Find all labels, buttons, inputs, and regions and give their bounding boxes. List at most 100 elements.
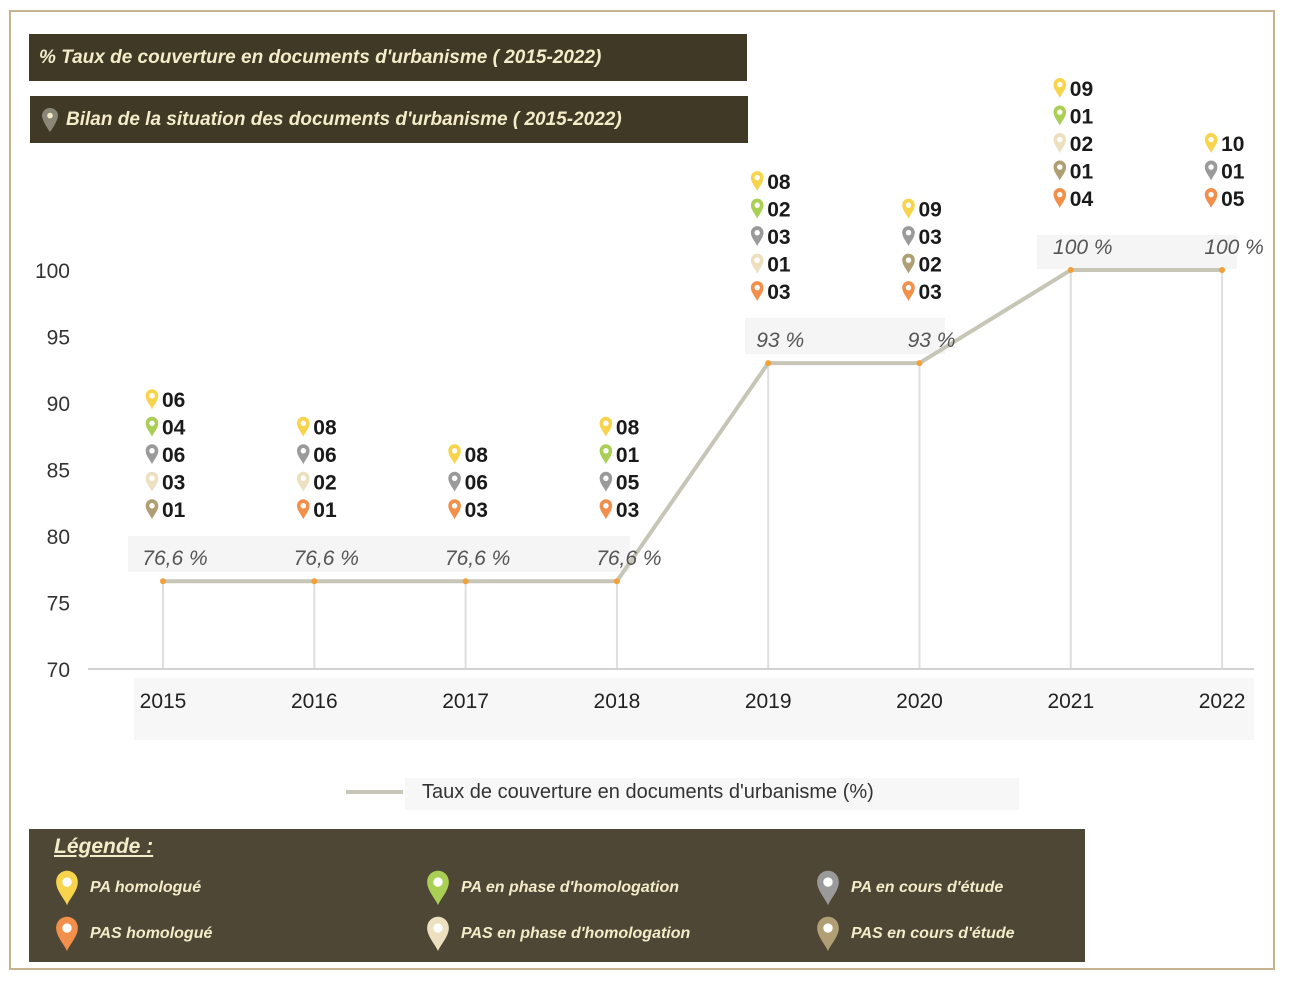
x-tick-label: 2021 xyxy=(1047,690,1094,713)
legend-title: Légende : xyxy=(54,835,154,858)
annotation-count: 02 xyxy=(1070,133,1093,156)
annotation-count: 10 xyxy=(1221,133,1244,156)
pin-icon-pa-phase xyxy=(599,444,613,465)
pin-icon-pa-etude xyxy=(145,444,159,465)
legend-item-pas-homologue: PAS homologué xyxy=(54,915,212,953)
legend-item-label: PA en cours d'étude xyxy=(851,879,1004,896)
data-label: 76,6 % xyxy=(445,547,510,570)
annotation-count: 09 xyxy=(1070,78,1093,101)
legend-item-pas-phase: PAS en phase d'homologation xyxy=(425,915,690,953)
pin-icon-pas-phase xyxy=(297,471,310,492)
pin-icon-pa-homologue xyxy=(297,416,310,437)
annotation-count: 01 xyxy=(313,499,337,522)
annotation-count: 04 xyxy=(162,417,186,440)
annotation-count: 01 xyxy=(1221,161,1245,184)
data-point xyxy=(160,578,166,585)
x-tick-label: 2018 xyxy=(594,690,641,713)
x-tick-label: 2022 xyxy=(1199,690,1246,713)
annotation-count: 02 xyxy=(767,199,790,222)
value-label-band xyxy=(1037,235,1237,269)
value-label-band xyxy=(745,318,945,354)
x-tick-label: 2017 xyxy=(442,690,489,713)
annotation-count: 02 xyxy=(313,472,336,495)
series-line xyxy=(163,268,1223,584)
pin-icon-pa-homologue xyxy=(750,171,764,192)
pin-icon-pa-phase xyxy=(145,416,159,437)
pin-icon-pa-homologue xyxy=(599,416,613,437)
pin-icon-pa-phase xyxy=(1053,105,1067,126)
data-label: 93 % xyxy=(756,329,804,352)
data-point xyxy=(1219,267,1226,273)
data-label: 76,6 % xyxy=(294,547,359,570)
x-axis-band xyxy=(134,678,1254,740)
y-tick-label: 95 xyxy=(47,327,70,350)
x-tick-label: 2019 xyxy=(745,690,792,713)
annotation-count: 09 xyxy=(919,199,942,222)
legend-pin-icon xyxy=(817,916,839,952)
data-label: 76,6 % xyxy=(142,547,207,570)
pin-icon-pa-homologue xyxy=(1204,133,1218,153)
annotation-count: 01 xyxy=(767,254,791,277)
pin-icon-pas-homologue xyxy=(1204,188,1218,208)
data-point xyxy=(462,578,469,585)
pin-icon-pa-homologue xyxy=(448,444,461,465)
pin-icon-pas-homologue xyxy=(297,499,310,520)
annotation-count: 02 xyxy=(919,254,942,277)
annotation-count: 08 xyxy=(313,417,337,440)
outer-frame xyxy=(9,10,1275,970)
annotation-count: 03 xyxy=(919,226,942,249)
situation-title: Bilan de la situation des documents d'ur… xyxy=(66,108,622,130)
pin-icon-pa-etude xyxy=(297,444,310,465)
annotation-count: 01 xyxy=(162,499,186,522)
pin-icon-pas-homologue xyxy=(750,281,764,302)
annotation-count: 06 xyxy=(162,389,185,412)
legend-item-label: PAS en phase d'homologation xyxy=(461,925,691,942)
annotation-count: 05 xyxy=(1221,188,1245,211)
y-tick-label: 90 xyxy=(47,393,70,416)
x-tick-label: 2016 xyxy=(291,690,338,713)
pin-icon-pa-etude xyxy=(902,226,915,247)
annotation-count: 03 xyxy=(616,499,639,522)
coverage-title-banner: % Taux de couverture en documents d'urba… xyxy=(29,34,747,81)
y-tick-label: 75 xyxy=(47,593,70,616)
data-point xyxy=(1067,267,1074,273)
pin-icon-pas-homologue xyxy=(599,499,613,520)
annotation-count: 08 xyxy=(616,417,640,440)
legend-item-pa-phase: PA en phase d'homologation xyxy=(425,869,679,907)
annotation-count: 03 xyxy=(465,499,488,522)
pin-icon-pa-homologue xyxy=(145,389,159,410)
data-label: 100 % xyxy=(1053,236,1113,259)
annotation-count: 03 xyxy=(767,226,790,249)
map-pin-icon xyxy=(42,107,58,132)
x-tick-label: 2015 xyxy=(140,690,187,713)
value-label-band xyxy=(128,536,630,572)
legend-panel: Légende : PA homologué PA en phase d'homo… xyxy=(29,829,1085,962)
annotation-count: 06 xyxy=(313,444,336,467)
y-tick-label: 70 xyxy=(47,659,70,682)
pin-icon-pas-homologue xyxy=(902,281,915,302)
pin-icon-pas-etude xyxy=(902,253,915,274)
pin-icon-pa-etude xyxy=(750,226,764,247)
pin-icon-pa-homologue xyxy=(1053,78,1067,98)
pin-icon-pas-homologue xyxy=(448,499,461,520)
pin-icon-pas-etude xyxy=(145,499,159,520)
legend-pin-icon xyxy=(427,870,449,906)
annotation-count: 01 xyxy=(616,444,640,467)
coverage-title: % Taux de couverture en documents d'urba… xyxy=(39,46,602,68)
annotation-count: 05 xyxy=(616,472,640,495)
annotation-count: 03 xyxy=(162,472,185,495)
pin-icon-pas-etude xyxy=(1053,160,1067,181)
data-point xyxy=(765,360,772,367)
annotation-count: 03 xyxy=(767,281,790,304)
pin-icon-pa-etude xyxy=(448,471,461,492)
pin-icon-pas-phase xyxy=(750,253,764,274)
data-label: 76,6 % xyxy=(596,547,661,570)
data-point xyxy=(613,578,620,585)
series-legend-band xyxy=(405,778,1019,810)
pin-icon-pa-phase xyxy=(750,198,764,219)
situation-title-banner: Bilan de la situation des documents d'ur… xyxy=(30,96,748,143)
annotation-count: 08 xyxy=(767,171,791,194)
pin-icon-pas-phase xyxy=(145,471,159,492)
legend-item-label: PA en phase d'homologation xyxy=(461,879,680,896)
x-tick-label: 2020 xyxy=(896,690,943,713)
